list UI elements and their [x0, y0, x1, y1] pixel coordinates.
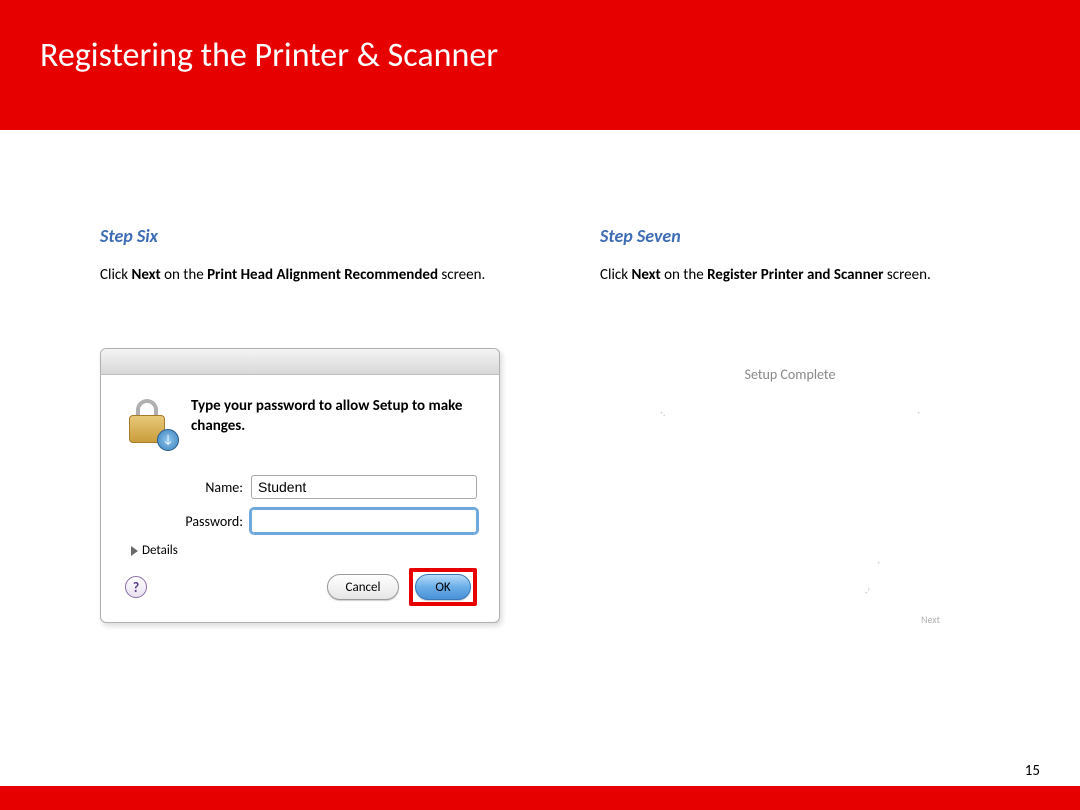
text-fragment: on the — [161, 266, 207, 284]
text-fragment: Click — [100, 266, 131, 284]
content-area: Step Six Click Next on the Print Head Al… — [0, 130, 1080, 626]
dialog-body: ↓ Type your password to allow Setup to m… — [101, 375, 499, 622]
faint-mark: ·. — [660, 406, 666, 419]
dialog-top-row: ↓ Type your password to allow Setup to m… — [123, 397, 477, 449]
faint-mark: ·' — [865, 586, 870, 599]
step-seven-heading: Step Seven — [600, 225, 1050, 247]
password-row: Password: — [173, 509, 477, 533]
name-row: Name: — [173, 475, 477, 499]
name-label: Name: — [173, 479, 251, 496]
lock-icon: ↓ — [123, 397, 175, 449]
faint-mark: · — [917, 406, 920, 419]
header-band: Registering the Printer & Scanner — [0, 0, 1080, 130]
step-seven-instruction: Click Next on the Register Printer and S… — [600, 265, 1050, 286]
text-fragment: screen. — [438, 266, 485, 284]
ok-highlight: OK — [409, 568, 477, 606]
text-bold: Register Printer and Scanner — [707, 266, 883, 284]
ok-button[interactable]: OK — [415, 574, 471, 600]
text-bold: Next — [131, 266, 160, 284]
dialog-titlebar — [101, 349, 499, 375]
text-fragment: screen. — [884, 266, 931, 284]
page-title: Registering the Printer & Scanner — [40, 35, 1040, 76]
step-six-instruction: Click Next on the Print Head Alignment R… — [100, 265, 560, 286]
setup-complete-panel: Setup Complete ·. · · ·' Next — [600, 366, 980, 626]
dialog-message: Type your password to allow Setup to mak… — [191, 397, 477, 436]
page-number: 15 — [1025, 762, 1040, 780]
step-seven-column: Step Seven Click Next on the Register Pr… — [600, 225, 1050, 626]
cancel-button[interactable]: Cancel — [327, 574, 399, 600]
help-icon[interactable]: ? — [125, 576, 147, 598]
text-bold: Next — [631, 266, 660, 284]
password-field[interactable] — [251, 509, 477, 533]
footer-band — [0, 786, 1080, 810]
dialog-button-group: Cancel OK — [327, 568, 477, 606]
dialog-footer: ? Cancel OK — [123, 568, 477, 606]
details-disclosure[interactable]: Details — [131, 543, 477, 558]
text-fragment: Click — [600, 266, 631, 284]
password-label: Password: — [173, 513, 251, 530]
step-six-heading: Step Six — [100, 225, 560, 247]
disclosure-triangle-icon — [131, 546, 138, 556]
faint-content-area: ·. · · ·' Next — [600, 406, 980, 626]
step-six-column: Step Six Click Next on the Print Head Al… — [100, 225, 560, 626]
setup-complete-title: Setup Complete — [600, 366, 980, 383]
name-field[interactable] — [251, 475, 477, 499]
faint-next-hint: Next — [921, 613, 940, 626]
text-fragment: on the — [661, 266, 707, 284]
lock-badge-icon: ↓ — [157, 429, 179, 451]
faint-mark: · — [877, 556, 880, 569]
auth-dialog: ↓ Type your password to allow Setup to m… — [100, 348, 500, 623]
text-bold: Print Head Alignment Recommended — [207, 266, 438, 284]
details-label: Details — [142, 543, 178, 558]
